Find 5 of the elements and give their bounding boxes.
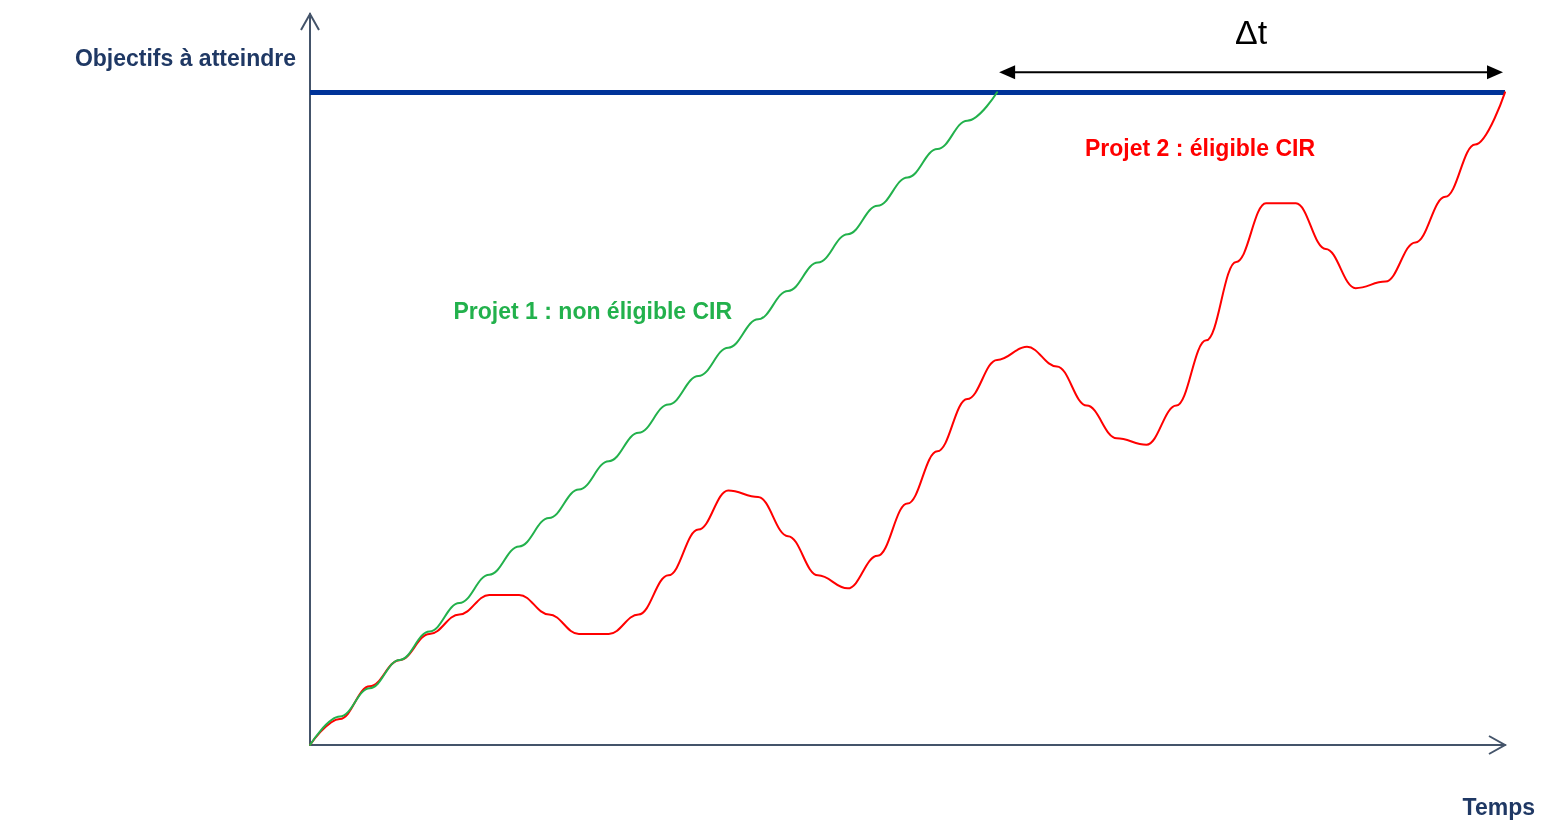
x-axis-title: Temps xyxy=(1462,793,1535,820)
y-axis-title: Objectifs à atteindre xyxy=(74,44,296,71)
series-label: Projet 1 : non éligible CIR xyxy=(453,298,733,325)
text: Δt xyxy=(1234,13,1268,52)
text: Projet 2 : éligible CIR xyxy=(1084,135,1316,162)
